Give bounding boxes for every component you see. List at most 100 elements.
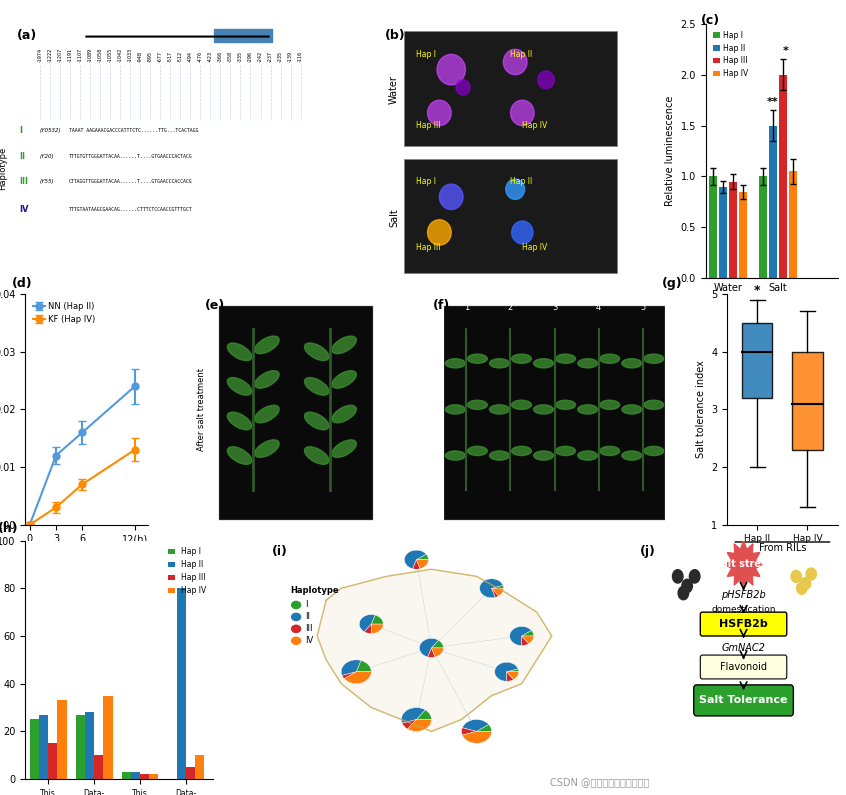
- Wedge shape: [408, 719, 431, 731]
- Circle shape: [427, 219, 451, 245]
- Circle shape: [678, 587, 689, 599]
- FancyBboxPatch shape: [214, 29, 272, 41]
- Bar: [39, 715, 48, 779]
- Text: CTTAGGTTGGGATTACAA......T....GTGAACCCACCACG: CTTAGGTTGGGATTACAA......T....GTGAACCCACC…: [69, 179, 193, 184]
- Ellipse shape: [255, 370, 279, 388]
- Text: -948: -948: [138, 51, 143, 62]
- Circle shape: [439, 184, 463, 210]
- Text: -1191: -1191: [68, 48, 73, 62]
- Text: HSFB2b: HSFB2b: [719, 619, 768, 629]
- Ellipse shape: [556, 400, 575, 409]
- Ellipse shape: [305, 447, 329, 464]
- Text: (c): (c): [700, 14, 720, 27]
- FancyBboxPatch shape: [219, 305, 373, 520]
- Wedge shape: [402, 719, 416, 729]
- Wedge shape: [428, 648, 435, 657]
- Ellipse shape: [806, 568, 816, 580]
- Ellipse shape: [512, 400, 531, 409]
- Wedge shape: [342, 672, 356, 679]
- Circle shape: [673, 570, 683, 583]
- Wedge shape: [462, 719, 489, 731]
- Wedge shape: [492, 585, 503, 588]
- Text: Water: Water: [389, 76, 399, 104]
- Ellipse shape: [556, 354, 575, 363]
- Ellipse shape: [534, 405, 553, 414]
- Text: (i): (i): [272, 545, 288, 558]
- Ellipse shape: [446, 359, 465, 368]
- Wedge shape: [495, 662, 518, 681]
- Ellipse shape: [468, 446, 487, 456]
- FancyBboxPatch shape: [742, 323, 772, 398]
- Text: (j): (j): [640, 545, 656, 558]
- Text: 2: 2: [508, 303, 513, 312]
- Text: -235: -235: [278, 51, 283, 62]
- Ellipse shape: [490, 405, 509, 414]
- Text: From RILs: From RILs: [759, 543, 806, 553]
- Ellipse shape: [600, 354, 619, 363]
- Text: (g): (g): [662, 277, 683, 290]
- Text: Hap I: Hap I: [415, 177, 436, 186]
- Text: 5: 5: [640, 303, 645, 312]
- Wedge shape: [404, 550, 426, 568]
- Text: Hap IV: Hap IV: [522, 243, 547, 252]
- Circle shape: [292, 614, 300, 620]
- Circle shape: [456, 80, 470, 95]
- Ellipse shape: [644, 400, 664, 409]
- Ellipse shape: [644, 354, 664, 363]
- Text: *: *: [783, 46, 788, 56]
- Ellipse shape: [556, 446, 575, 456]
- Bar: [778, 75, 787, 278]
- Bar: [149, 774, 158, 779]
- Bar: [195, 755, 204, 779]
- Ellipse shape: [600, 446, 619, 456]
- FancyBboxPatch shape: [404, 159, 618, 273]
- Bar: [76, 715, 85, 779]
- Text: -139: -139: [288, 51, 293, 62]
- Ellipse shape: [228, 412, 252, 430]
- Bar: [103, 696, 113, 779]
- Ellipse shape: [800, 577, 810, 590]
- Ellipse shape: [578, 451, 597, 460]
- Wedge shape: [509, 626, 531, 646]
- Text: pHSFB2b: pHSFB2b: [721, 591, 766, 600]
- Ellipse shape: [446, 405, 465, 414]
- Wedge shape: [371, 615, 383, 624]
- FancyBboxPatch shape: [444, 305, 665, 520]
- Ellipse shape: [512, 446, 531, 456]
- Text: II: II: [19, 152, 25, 161]
- FancyBboxPatch shape: [404, 32, 618, 146]
- Wedge shape: [507, 672, 519, 680]
- Ellipse shape: [622, 405, 641, 414]
- Bar: [58, 700, 67, 779]
- Text: (Y0532): (Y0532): [40, 128, 62, 134]
- Ellipse shape: [255, 440, 279, 457]
- Text: 4: 4: [596, 303, 602, 312]
- Wedge shape: [341, 660, 361, 676]
- Text: Salt stress: Salt stress: [714, 560, 772, 569]
- Text: CSDN @代谢组学相关资讯分享: CSDN @代谢组学相关资讯分享: [550, 777, 649, 787]
- Wedge shape: [356, 661, 371, 672]
- Wedge shape: [431, 640, 443, 648]
- Bar: [788, 172, 797, 278]
- Bar: [759, 176, 766, 278]
- Text: Hap III: Hap III: [415, 121, 440, 130]
- Circle shape: [510, 100, 534, 126]
- Circle shape: [292, 601, 300, 609]
- Wedge shape: [365, 624, 371, 634]
- Text: (d): (d): [12, 277, 33, 290]
- Text: -512: -512: [178, 51, 183, 62]
- Text: -366: -366: [218, 51, 222, 62]
- Wedge shape: [462, 727, 476, 735]
- FancyBboxPatch shape: [793, 351, 822, 450]
- Circle shape: [292, 638, 300, 644]
- Text: -476: -476: [198, 51, 203, 62]
- Text: -1107: -1107: [78, 48, 83, 62]
- Circle shape: [292, 625, 300, 633]
- Ellipse shape: [791, 571, 801, 582]
- Ellipse shape: [305, 412, 329, 430]
- Text: IV: IV: [305, 636, 313, 646]
- Ellipse shape: [622, 451, 641, 460]
- Text: -237: -237: [268, 51, 273, 62]
- Text: Hap II: Hap II: [510, 177, 533, 186]
- Ellipse shape: [228, 447, 252, 464]
